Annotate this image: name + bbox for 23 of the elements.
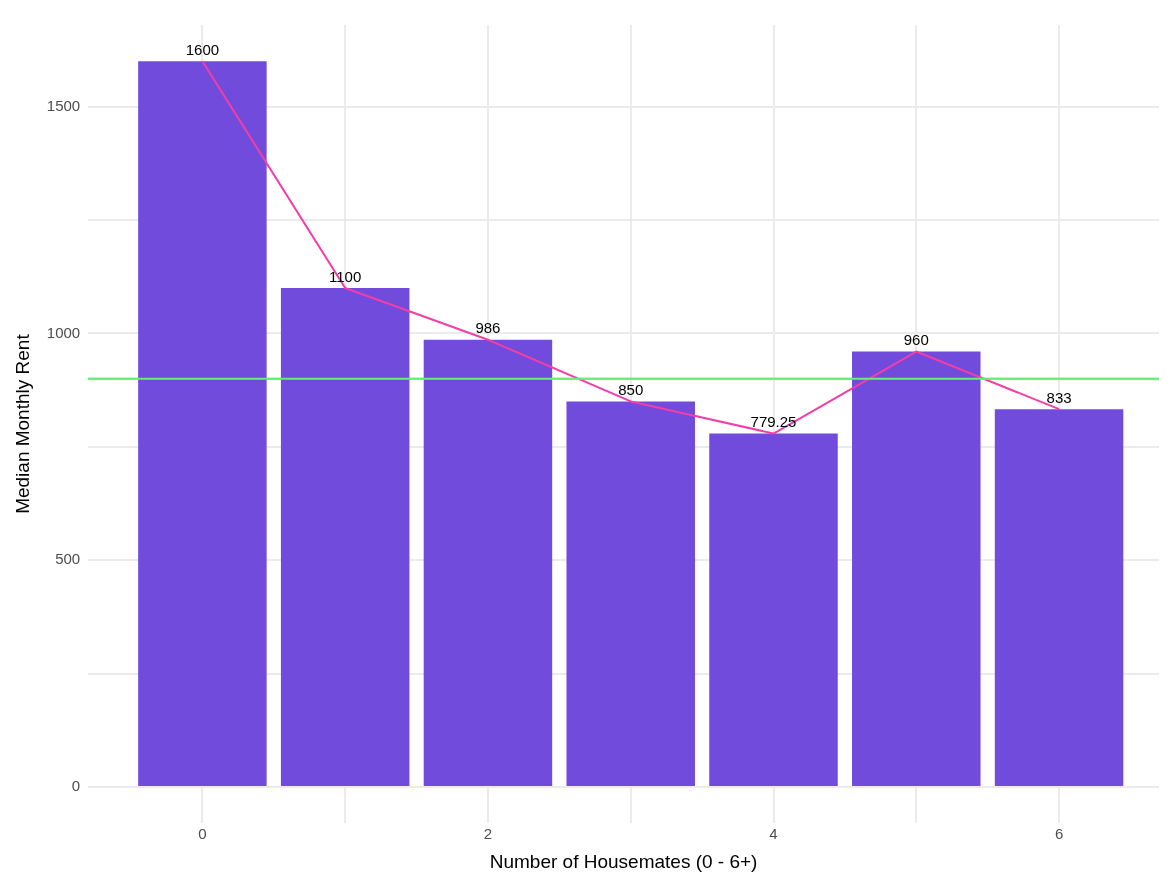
x-tick-label: 4	[769, 825, 778, 843]
bar	[709, 433, 838, 786]
data-label: 833	[1046, 388, 1072, 406]
bar	[566, 401, 695, 786]
bar	[994, 409, 1124, 786]
y-tick-label: 500	[55, 550, 81, 568]
x-tick-label: 6	[1054, 825, 1064, 843]
bar	[280, 288, 410, 786]
bar	[852, 351, 981, 786]
y-axis-title: Median Monthly Rent	[11, 333, 33, 514]
y-tick-label: 1000	[46, 323, 81, 341]
x-tick-label: 2	[483, 825, 493, 843]
data-label: 779.25	[750, 413, 797, 431]
data-label: 960	[903, 331, 929, 349]
x-tick-label: 0	[198, 825, 207, 843]
data-label: 986	[475, 319, 501, 337]
data-label: 1600	[185, 40, 220, 58]
x-axis-title: Number of Housemates (0 - 6+)	[489, 850, 758, 872]
y-tick-label: 0	[71, 777, 81, 795]
data-label: 850	[618, 381, 644, 399]
bar	[138, 61, 267, 786]
bar	[423, 339, 553, 786]
y-tick-label: 1500	[46, 96, 81, 114]
